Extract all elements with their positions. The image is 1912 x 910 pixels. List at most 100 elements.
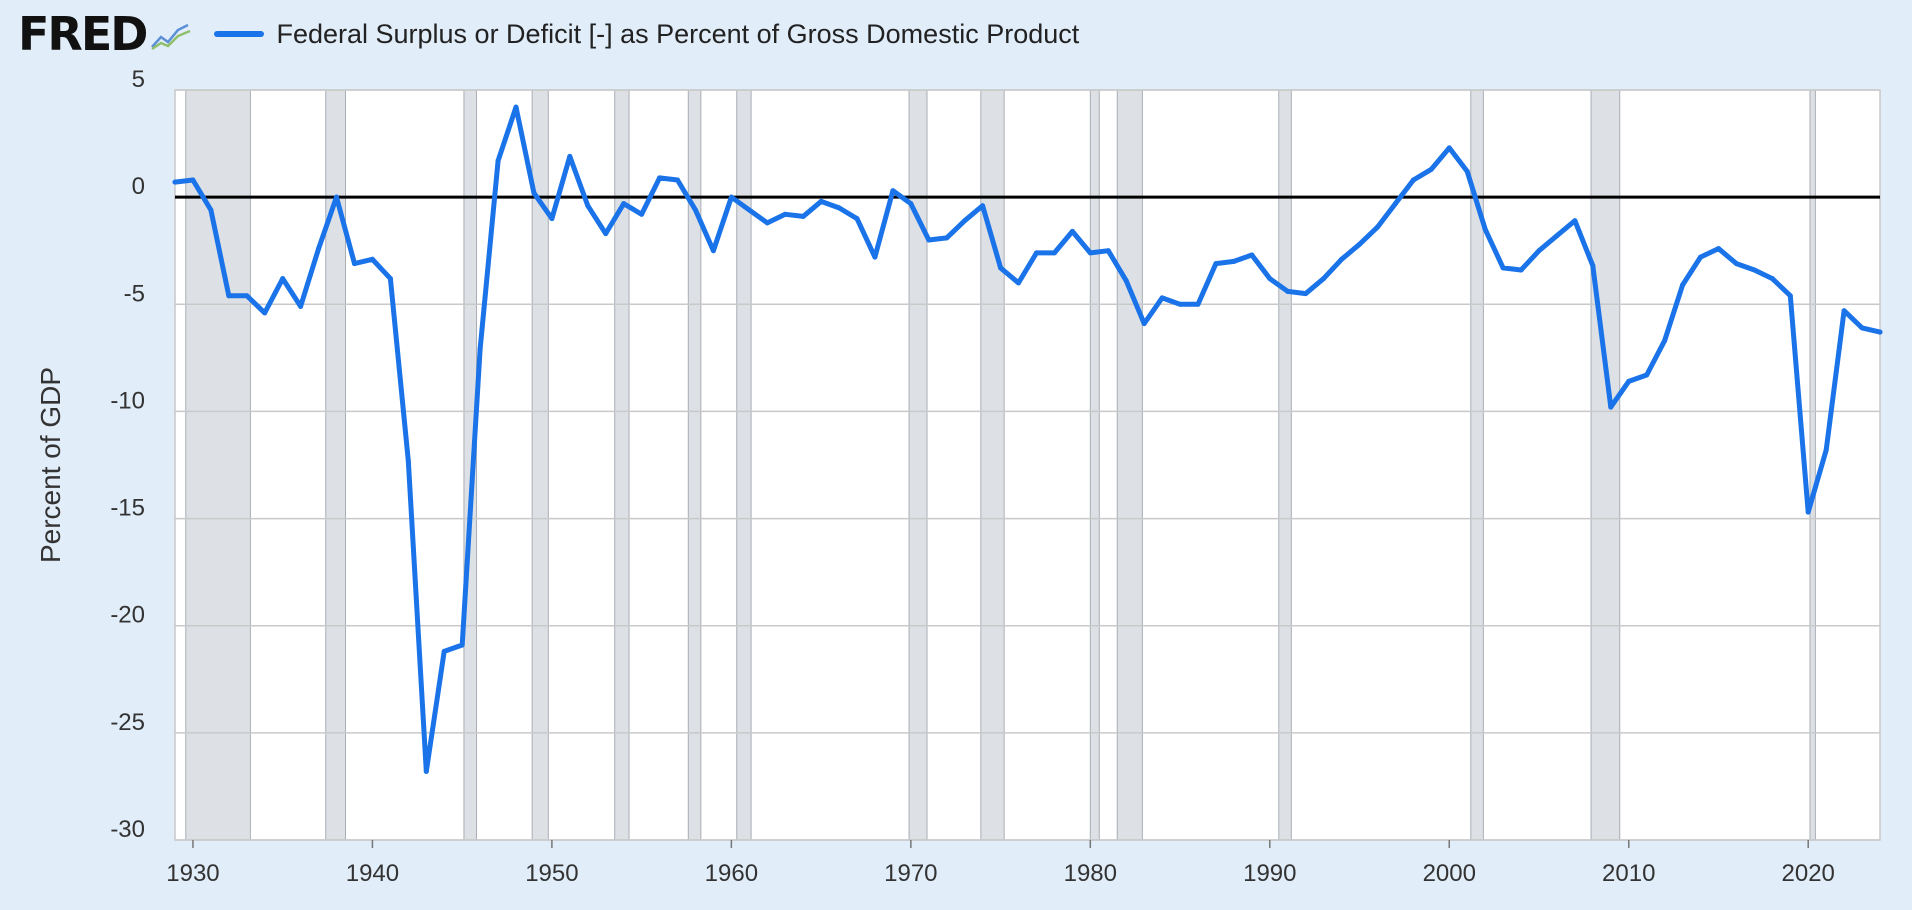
data-point — [1051, 250, 1057, 256]
data-point — [800, 213, 806, 219]
x-tick-label: 1990 — [1243, 860, 1296, 887]
data-point — [1267, 276, 1273, 282]
recession-band — [1809, 89, 1816, 841]
x-tick-label: 1960 — [705, 860, 758, 887]
x-tick-label: 1930 — [166, 860, 219, 887]
data-point — [926, 237, 932, 243]
data-point — [387, 276, 393, 282]
data-point — [1177, 301, 1183, 307]
data-point — [1069, 228, 1075, 234]
data-point — [782, 211, 788, 217]
data-point — [172, 179, 178, 185]
data-point — [459, 642, 465, 648]
recession-band — [980, 89, 1005, 841]
legend-swatch — [214, 31, 265, 37]
data-point — [477, 346, 483, 352]
data-point — [1016, 280, 1022, 286]
data-point — [1392, 201, 1398, 207]
recession-band — [1278, 89, 1292, 841]
series-line — [172, 104, 1883, 774]
data-point — [872, 254, 878, 260]
data-point — [1644, 372, 1650, 378]
data-point — [1626, 378, 1632, 384]
y-tick-label: -30 — [110, 816, 145, 843]
data-point — [1249, 252, 1255, 258]
data-point — [1446, 145, 1452, 151]
data-point — [441, 648, 447, 654]
data-point — [513, 104, 519, 110]
data-point — [1751, 267, 1757, 273]
x-axis: 1930 1940 1950 1960 1970 1980 1990 2000 2010 2020 — [166, 840, 1835, 887]
data-point — [657, 175, 663, 181]
x-tick-label: 2000 — [1423, 860, 1476, 887]
data-point — [405, 458, 411, 464]
data-point — [854, 216, 860, 222]
data-point — [549, 216, 555, 222]
data-point — [1303, 291, 1309, 297]
x-tick-label: 1940 — [346, 860, 399, 887]
data-point — [1554, 233, 1560, 239]
data-point — [818, 198, 824, 204]
data-point — [692, 207, 698, 213]
y-tick-label: -25 — [110, 709, 145, 736]
data-point — [603, 231, 609, 237]
data-point — [262, 310, 268, 316]
data-point — [1105, 248, 1111, 254]
data-point — [1733, 261, 1739, 267]
data-point — [764, 220, 770, 226]
data-point — [1033, 250, 1039, 256]
data-point — [1087, 250, 1093, 256]
fred-logo[interactable]: FRED — [18, 7, 195, 61]
data-point — [1787, 293, 1793, 299]
data-point — [567, 153, 573, 159]
trend-graph-icon — [150, 17, 195, 51]
data-point — [369, 256, 375, 262]
fred-logo-text: FRED — [18, 7, 148, 61]
x-tick-label: 1970 — [884, 860, 937, 887]
data-point — [836, 205, 842, 211]
data-point — [998, 265, 1004, 271]
x-tick-label: 2010 — [1602, 860, 1655, 887]
data-point — [1769, 276, 1775, 282]
data-point — [1823, 447, 1829, 453]
data-point — [1805, 509, 1811, 515]
chart-legend: Federal Surplus or Deficit [-] as Percen… — [214, 19, 1079, 50]
x-tick-label: 2020 — [1782, 860, 1835, 887]
data-point — [1698, 254, 1704, 260]
chart-header: FRED Federal Surplus or Deficit [-] as P… — [18, 7, 1079, 61]
data-point — [316, 246, 322, 252]
data-point — [1357, 241, 1363, 247]
data-point — [244, 293, 250, 299]
plot-border — [174, 89, 1881, 841]
data-point — [1572, 218, 1578, 224]
data-point — [710, 248, 716, 254]
recession-band — [1116, 89, 1143, 841]
y-axis: 5 0 -5 -10 -15 -20 -25 -30 — [110, 66, 145, 843]
data-point — [908, 201, 914, 207]
data-point — [1877, 329, 1883, 335]
y-tick-label: 0 — [132, 173, 145, 200]
data-point — [495, 158, 501, 164]
data-point — [1141, 321, 1147, 327]
data-point — [298, 303, 304, 309]
data-point — [1231, 258, 1237, 264]
data-point — [1321, 276, 1327, 282]
legend-label: Federal Surplus or Deficit [-] as Percen… — [276, 18, 1080, 49]
data-point — [1500, 265, 1506, 271]
data-point — [1518, 267, 1524, 273]
data-point — [1859, 325, 1865, 331]
y-tick-label: -20 — [110, 602, 145, 629]
data-point — [639, 211, 645, 217]
y-tick-label: -5 — [124, 280, 145, 307]
data-point — [208, 207, 214, 213]
data-points — [172, 104, 1883, 774]
data-point — [1482, 226, 1488, 232]
data-point — [1159, 295, 1165, 301]
data-point — [1195, 301, 1201, 307]
data-point — [1374, 224, 1380, 230]
data-point — [423, 768, 429, 774]
data-point — [1428, 166, 1434, 172]
data-point — [944, 235, 950, 241]
